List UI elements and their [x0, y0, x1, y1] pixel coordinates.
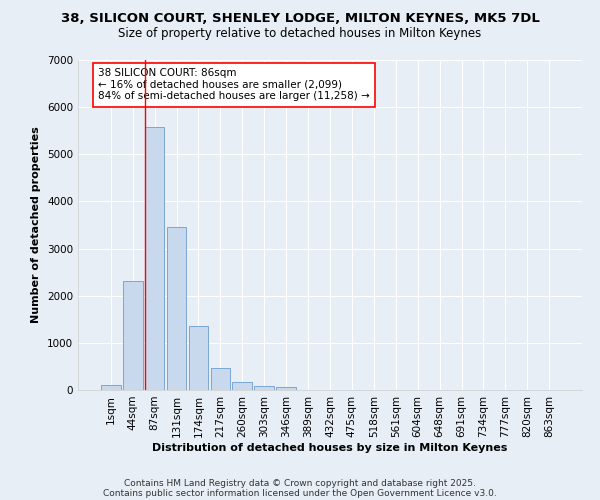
Y-axis label: Number of detached properties: Number of detached properties [31, 126, 41, 324]
Text: 38, SILICON COURT, SHENLEY LODGE, MILTON KEYNES, MK5 7DL: 38, SILICON COURT, SHENLEY LODGE, MILTON… [61, 12, 539, 26]
Bar [232, 382, 252, 390]
Bar [101, 386, 121, 390]
Bar [276, 388, 296, 390]
Bar [211, 368, 230, 390]
Text: Contains public sector information licensed under the Open Government Licence v3: Contains public sector information licen… [103, 488, 497, 498]
X-axis label: Distribution of detached houses by size in Milton Keynes: Distribution of detached houses by size … [152, 442, 508, 452]
Text: Contains HM Land Registry data © Crown copyright and database right 2025.: Contains HM Land Registry data © Crown c… [124, 478, 476, 488]
Bar [188, 326, 208, 390]
Bar [123, 280, 143, 390]
Bar [167, 228, 187, 390]
Text: 38 SILICON COURT: 86sqm
← 16% of detached houses are smaller (2,099)
84% of semi: 38 SILICON COURT: 86sqm ← 16% of detache… [98, 68, 370, 102]
Text: Size of property relative to detached houses in Milton Keynes: Size of property relative to detached ho… [118, 28, 482, 40]
Bar [254, 386, 274, 390]
Bar [145, 128, 164, 390]
